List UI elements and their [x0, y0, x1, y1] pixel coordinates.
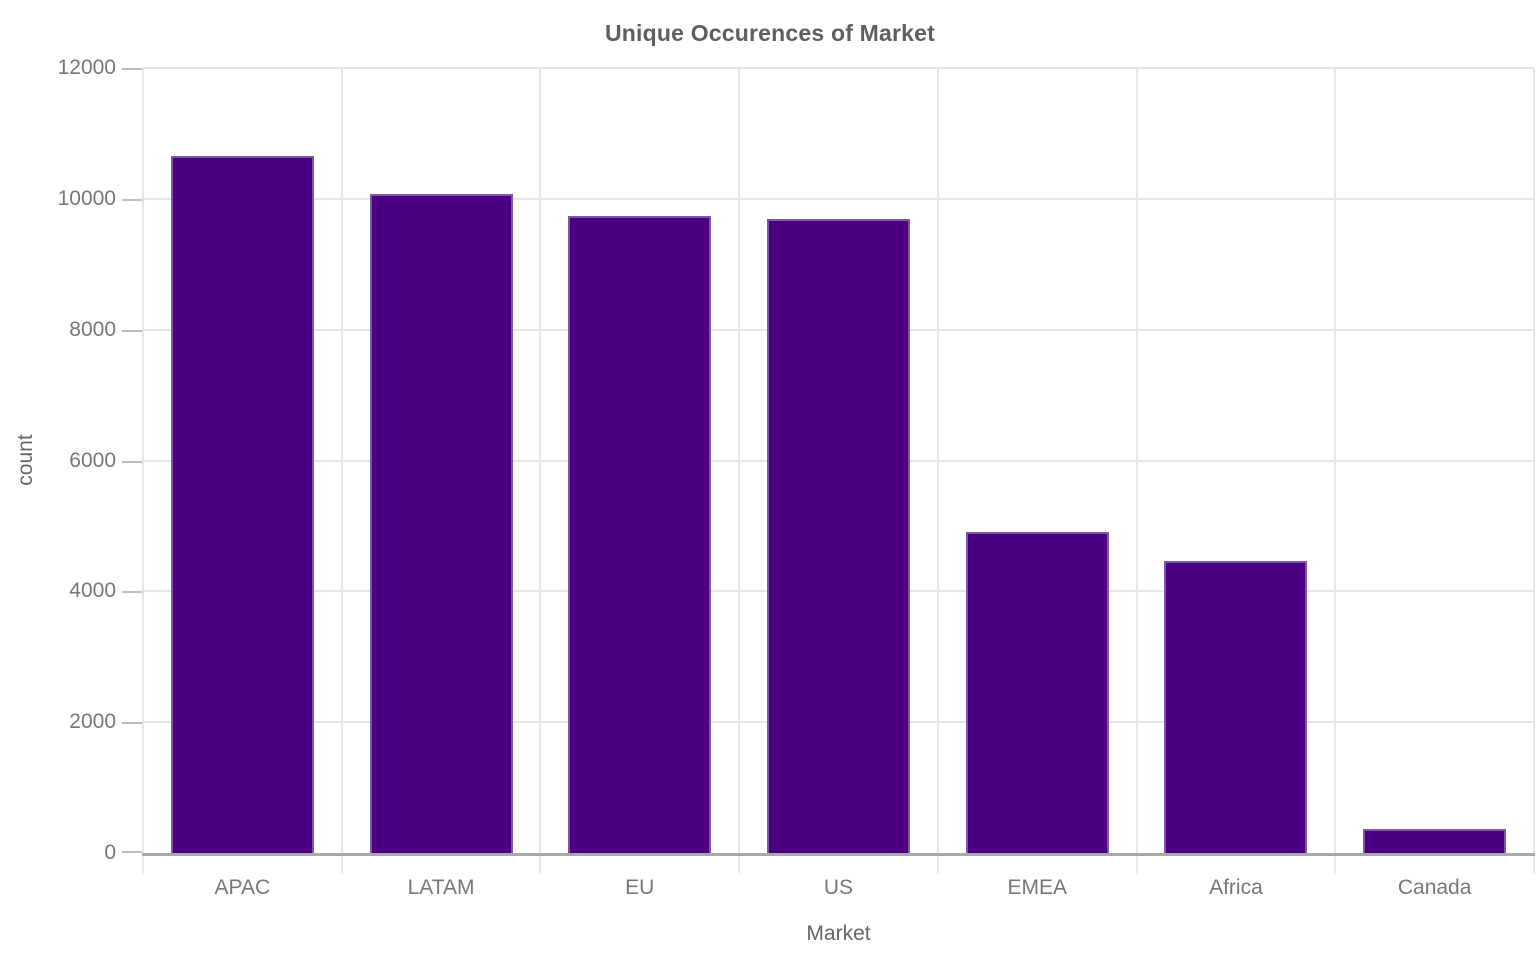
y-tick-mark — [122, 460, 143, 463]
plot-area: 0 2000 4000 6000 8000 10000 12000 APAC LATAM EU US… — [58, 56, 1535, 899]
x-tick-label-eu: EU — [625, 876, 655, 899]
bar-africa — [1164, 561, 1308, 853]
bar-emea — [965, 531, 1109, 853]
x-tick-label-us: US — [823, 876, 854, 899]
y-tick-label: 4000 — [69, 579, 116, 603]
y-tick-label: 2000 — [69, 710, 116, 734]
y-gridline — [143, 197, 1534, 200]
bar-eu — [568, 215, 712, 853]
x-gridline — [1533, 68, 1535, 853]
y-tick-mark — [122, 591, 143, 594]
x-tick-mark — [340, 856, 343, 873]
chart-title: Unique Occurences of Market — [604, 20, 936, 46]
x-tick-mark — [539, 856, 542, 873]
x-tick-label-latam: LATAM — [407, 876, 475, 899]
x-gridline — [936, 68, 939, 853]
bar-apac — [170, 155, 314, 853]
y-tick-label: 12000 — [57, 56, 116, 79]
x-tick-mark — [1334, 856, 1337, 873]
x-tick-mark — [142, 856, 144, 873]
x-axis-title: Market — [806, 922, 871, 945]
x-gridline — [142, 68, 144, 853]
x-gridline — [1334, 68, 1337, 853]
x-tick-mark — [1533, 856, 1535, 873]
x-tick-label-africa: Africa — [1209, 876, 1263, 899]
y-tick-mark — [122, 851, 143, 853]
bar-latam — [369, 193, 513, 853]
y-tick-mark — [122, 329, 143, 332]
x-tick-mark — [1135, 856, 1138, 873]
y-tick-label: 0 — [104, 841, 116, 864]
x-tick-label-apac: APAC — [214, 876, 271, 899]
bar-us — [767, 219, 910, 853]
y-tick-label: 10000 — [57, 186, 116, 210]
x-gridline — [1135, 68, 1138, 853]
x-gridline — [340, 68, 343, 853]
y-gridline — [143, 67, 1534, 69]
y-tick-mark — [122, 68, 143, 70]
y-tick-label: 6000 — [69, 448, 116, 472]
x-axis-line — [142, 853, 1535, 856]
x-tick-mark — [738, 856, 741, 873]
y-tick-mark — [122, 198, 143, 201]
x-tick-mark — [936, 856, 939, 873]
y-tick-mark — [122, 722, 143, 725]
x-gridline — [539, 68, 542, 853]
x-gridline — [738, 68, 741, 853]
bar-canada — [1363, 828, 1507, 853]
x-tick-label-canada: Canada — [1397, 876, 1472, 899]
x-tick-label-emea: EMEA — [1007, 876, 1067, 899]
y-tick-label: 8000 — [69, 317, 116, 341]
